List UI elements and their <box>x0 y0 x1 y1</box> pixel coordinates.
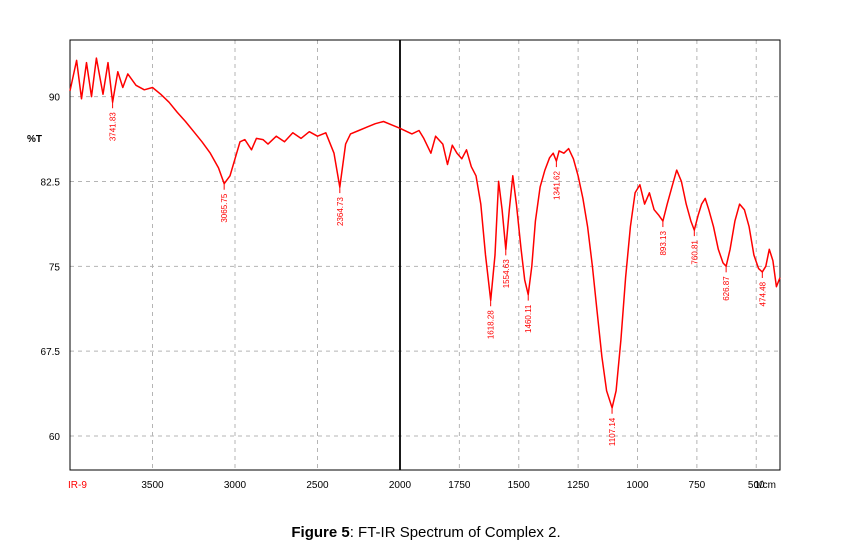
svg-text:1250: 1250 <box>567 480 590 491</box>
svg-text:1750: 1750 <box>448 480 471 491</box>
svg-text:1500: 1500 <box>508 480 531 491</box>
svg-text:82.5: 82.5 <box>41 177 61 188</box>
svg-text:2364.73: 2364.73 <box>336 197 345 226</box>
svg-text:1618.28: 1618.28 <box>487 310 496 339</box>
svg-text:1/cm: 1/cm <box>754 480 776 491</box>
svg-text:474.48: 474.48 <box>758 281 767 306</box>
caption-rest: : FT-IR Spectrum of Complex 2. <box>350 524 561 541</box>
svg-text:3000: 3000 <box>224 480 247 491</box>
figure-caption: Figure 5: FT-IR Spectrum of Complex 2. <box>0 524 852 541</box>
svg-text:750: 750 <box>689 480 706 491</box>
svg-text:1107.14: 1107.14 <box>608 417 617 446</box>
svg-text:IR-9: IR-9 <box>68 480 87 491</box>
svg-text:3741.83: 3741.83 <box>109 112 118 141</box>
svg-text:1341.62: 1341.62 <box>552 171 561 200</box>
spectrum-chart: 60 67.5 75 82.5 90 3500 3000 2500 2000 1750 1500 12… <box>0 0 852 510</box>
svg-text:3500: 3500 <box>141 480 164 491</box>
svg-text:2500: 2500 <box>306 480 329 491</box>
svg-text:67.5: 67.5 <box>41 347 61 358</box>
svg-text:90: 90 <box>49 93 61 104</box>
svg-text:760.81: 760.81 <box>690 240 699 265</box>
svg-text:75: 75 <box>49 262 61 273</box>
svg-text:1000: 1000 <box>626 480 649 491</box>
caption-bold: Figure 5 <box>291 524 349 541</box>
svg-text:1554.63: 1554.63 <box>502 259 511 288</box>
svg-text:626.87: 626.87 <box>722 276 731 301</box>
svg-text:3065.75: 3065.75 <box>220 193 229 222</box>
svg-text:1460.11: 1460.11 <box>524 304 533 333</box>
svg-text:893.13: 893.13 <box>659 231 668 256</box>
svg-text:60: 60 <box>49 432 61 443</box>
svg-text:2000: 2000 <box>389 480 412 491</box>
svg-text:%T: %T <box>27 134 42 145</box>
figure-container: 60 67.5 75 82.5 90 3500 3000 2500 2000 1750 1500 12… <box>0 0 852 549</box>
